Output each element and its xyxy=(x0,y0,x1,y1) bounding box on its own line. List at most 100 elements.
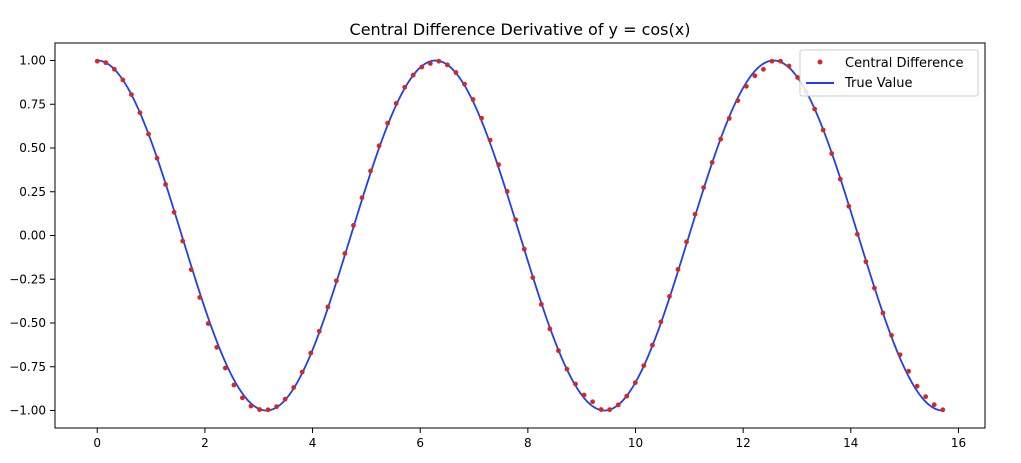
central-difference-point xyxy=(692,211,698,217)
y-tick-label: −0.75 xyxy=(9,360,46,374)
central-difference-point xyxy=(445,62,450,68)
central-difference-point xyxy=(513,217,519,223)
central-difference-point xyxy=(205,321,211,326)
x-tick-label: 6 xyxy=(416,436,424,450)
central-difference-point xyxy=(385,120,391,126)
central-difference-point xyxy=(291,385,297,390)
central-difference-point xyxy=(393,101,399,106)
central-difference-point xyxy=(735,98,741,104)
central-difference-point xyxy=(129,92,134,97)
central-difference-point xyxy=(222,365,228,371)
central-difference-point xyxy=(137,110,143,116)
central-difference-point xyxy=(872,285,877,291)
central-difference-point xyxy=(914,383,920,389)
central-difference-point xyxy=(504,189,510,194)
central-difference-point xyxy=(880,310,886,316)
legend-box xyxy=(799,49,979,97)
central-difference-point xyxy=(590,399,595,405)
central-difference-point xyxy=(598,407,604,412)
central-difference-point xyxy=(837,176,843,182)
central-difference-point xyxy=(103,60,109,66)
central-difference-point xyxy=(453,70,459,75)
central-difference-point xyxy=(342,251,348,256)
central-difference-point xyxy=(863,259,869,265)
central-difference-point xyxy=(897,352,903,358)
central-difference-point xyxy=(573,381,578,387)
central-difference-point xyxy=(556,348,561,354)
central-difference-point xyxy=(632,380,638,386)
central-difference-point xyxy=(470,97,476,102)
central-difference-point xyxy=(667,293,672,299)
central-difference-point xyxy=(180,238,186,244)
central-difference-point xyxy=(743,83,749,89)
central-difference-point xyxy=(111,66,117,72)
central-difference-point xyxy=(649,342,655,348)
central-difference-point xyxy=(906,368,911,374)
central-difference-point xyxy=(923,394,929,400)
x-tick-label: 16 xyxy=(951,436,966,450)
central-difference-point xyxy=(146,131,151,137)
central-difference-point xyxy=(154,155,160,161)
central-difference-point xyxy=(214,344,220,350)
central-difference-point xyxy=(581,392,587,398)
central-difference-point xyxy=(171,209,177,215)
central-difference-point xyxy=(547,326,553,332)
central-difference-point xyxy=(940,407,946,413)
y-tick-label: 0.50 xyxy=(19,141,46,155)
x-tick-label: 2 xyxy=(201,436,209,450)
central-difference-series xyxy=(94,58,946,413)
central-difference-point xyxy=(496,162,502,168)
y-tick-label: 0.00 xyxy=(19,229,46,243)
central-difference-point xyxy=(521,246,527,252)
legend: Central Difference True Value xyxy=(799,49,979,97)
central-difference-point xyxy=(248,403,254,409)
central-difference-point xyxy=(709,160,715,165)
central-difference-point xyxy=(351,223,356,228)
central-difference-point xyxy=(479,115,484,121)
y-axis: 1.00 0.75 0.50 0.25 0.00 −0.25 −0.50 −0.75 −1.00 xyxy=(9,54,55,418)
central-difference-point xyxy=(410,72,416,78)
y-tick-label: −0.50 xyxy=(9,316,46,330)
central-difference-point xyxy=(538,301,544,307)
central-difference-point xyxy=(308,350,314,356)
chart-title: Central Difference Derivative of y = cos… xyxy=(350,20,691,39)
central-difference-point xyxy=(607,407,613,413)
central-difference-point xyxy=(436,58,442,64)
central-difference-point xyxy=(94,58,100,64)
y-tick-label: −1.00 xyxy=(9,404,46,418)
central-difference-point xyxy=(658,319,664,325)
central-difference-point xyxy=(402,84,408,90)
central-difference-point xyxy=(325,304,331,310)
legend-true-value-label: True Value xyxy=(844,76,912,91)
central-difference-point xyxy=(795,75,800,80)
y-tick-label: 0.75 xyxy=(19,97,46,111)
central-difference-point xyxy=(530,275,536,280)
central-difference-point xyxy=(769,58,775,64)
central-difference-point xyxy=(760,66,766,72)
central-difference-point xyxy=(820,127,826,133)
y-tick-label: 0.25 xyxy=(19,185,46,199)
central-difference-point xyxy=(752,73,758,79)
central-difference-point xyxy=(299,369,305,375)
central-difference-point xyxy=(333,278,339,284)
central-difference-point xyxy=(274,404,280,410)
central-difference-point xyxy=(231,382,237,388)
central-difference-point xyxy=(846,203,852,209)
central-difference-point xyxy=(376,143,382,149)
central-difference-point xyxy=(427,61,433,66)
x-tick-label: 14 xyxy=(843,436,858,450)
central-difference-point xyxy=(564,366,570,372)
x-tick-label: 0 xyxy=(93,436,101,450)
central-difference-point xyxy=(316,328,322,334)
central-difference-point xyxy=(684,239,689,245)
central-difference-point xyxy=(778,58,783,64)
central-difference-point xyxy=(615,402,621,408)
x-tick-label: 10 xyxy=(628,436,643,450)
x-axis: 0 2 4 6 8 10 12 14 16 xyxy=(93,428,966,450)
central-difference-point xyxy=(487,137,493,143)
central-difference-point xyxy=(368,168,373,174)
central-difference-point xyxy=(854,231,860,237)
x-tick-label: 12 xyxy=(736,436,751,450)
central-difference-point xyxy=(889,332,894,338)
